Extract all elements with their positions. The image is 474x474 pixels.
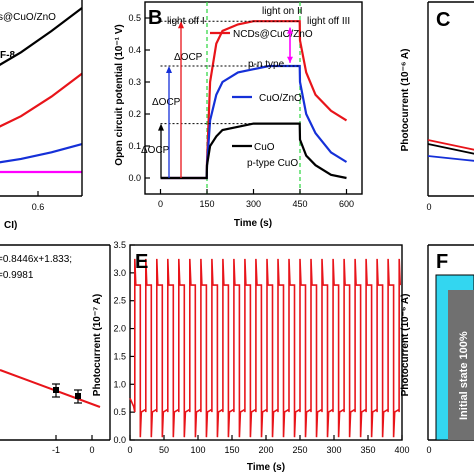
panel-b-region-3-label: light off III — [307, 16, 350, 27]
panel-f-letter: F — [436, 251, 448, 273]
panel-b-y-axis-title: Open circuit potential (10⁻¹ V) — [114, 24, 125, 165]
panel-e-y-tick-label: 3.5 — [113, 240, 126, 250]
panel-b-annotations: B light off I light on II light off III … — [141, 6, 350, 178]
panel-b-y-tick-label: 0.4 — [128, 45, 141, 55]
panel-f: Initial state 100% F 0 Photocurrent (10⁻… — [400, 244, 474, 455]
panel-e-series — [129, 258, 401, 438]
panel-e-y-axis-title: Photocurrent (10⁻⁷ A) — [92, 294, 103, 396]
panel-b-ticks: 0 150 300 450 600 0.0 0.1 0.2 0.3 0.4 0.5 — [128, 13, 354, 209]
panel-c-series-line-1 — [427, 139, 474, 151]
panel-b-series — [160, 20, 348, 180]
panel-d-marker — [75, 393, 81, 399]
panel-d-point-1 — [52, 383, 60, 398]
panel-d-point-2 — [74, 389, 82, 404]
panel-c-letter: C — [436, 9, 450, 31]
panel-a-legend-label: s@CuO/ZnO — [0, 12, 56, 23]
panel-a-x-tick-label: 0.6 — [32, 202, 45, 212]
panel-e-ticks: 0 50 100 150 200 250 300 350 400 0.0 0.5 1.0 1.5 2.0 2… — [113, 240, 409, 455]
panel-e-x-tick-label: 0 — [127, 445, 132, 455]
panel-b-docp-black-label: ΔOCP — [141, 145, 170, 156]
panel-f-y-axis-title: Photocurrent (10⁻⁶ A) — [400, 294, 411, 397]
panel-e-x-tick-label: 250 — [292, 445, 307, 455]
panel-b-docp-arrowhead — [158, 123, 164, 131]
panel-f-x-tick-label: 0 — [426, 445, 431, 455]
panel-d-marker — [53, 387, 59, 393]
panel-b-pn-arrowhead — [287, 27, 293, 34]
panel-e-y-tick-label: 2.5 — [113, 296, 126, 306]
panel-e-x-axis-title: Time (s) — [247, 462, 285, 473]
panel-b-legend-blue-label: CuO/ZnO — [259, 93, 302, 104]
panel-b-y-tick-label: 0.2 — [128, 109, 141, 119]
panel-d-fit-line — [0, 369, 101, 408]
panel-c: C 0 Photocurrent (10⁻⁶ A) — [400, 1, 474, 212]
panel-b-region-2-label: light on II — [262, 6, 303, 17]
panel-a: 0.6 CI) s@CuO/ZnO F-8 — [0, 0, 83, 231]
panel-d-equation-line-1: =0.8446x+1.833; — [0, 254, 72, 265]
panel-b-docp-red-label: ΔOCP — [174, 52, 203, 63]
panel-f-bar-label: Initial state 100% — [458, 331, 470, 420]
panel-b-legend-black-label: CuO — [254, 142, 275, 153]
panel-b-pn-arrowhead — [287, 56, 293, 63]
panel-e-x-tick-label: 200 — [258, 445, 273, 455]
panel-e-y-tick-label: 1.5 — [113, 351, 126, 361]
panel-e-y-tick-label: 2.0 — [113, 324, 126, 334]
panel-c-series — [427, 139, 474, 162]
panel-e-y-tick-label: 3.0 — [113, 268, 126, 278]
panel-b-x-tick-label: 300 — [246, 199, 261, 209]
panel-e-x-tick-label: 300 — [326, 445, 341, 455]
panel-d-x-tick-label: 0 — [89, 445, 94, 455]
panel-e-letter: E — [135, 251, 148, 273]
panel-e: 0 50 100 150 200 250 300 350 400 0.0 0.5 1.0 1.5 2.0 2… — [92, 240, 410, 473]
panel-b-x-tick-label: 150 — [199, 199, 214, 209]
panel-a-series-line-3 — [0, 143, 83, 164]
panel-e-photocurrent-line — [129, 258, 401, 438]
panel-a-x-axis-title: CI) — [4, 220, 17, 231]
panel-b-docp-arrowhead — [166, 66, 172, 73]
panel-b-x-tick-label: 0 — [158, 199, 163, 209]
panel-d-equation-line-2: =0.9981 — [0, 270, 34, 281]
panel-b-x-tick-label: 600 — [339, 199, 354, 209]
panel-b-pn-type-label: p-n type — [248, 59, 285, 70]
panel-b-docp-blue-label: ΔOCP — [152, 97, 181, 108]
panel-c-series-line-2 — [427, 143, 474, 155]
panel-b-series-cuo — [160, 122, 347, 180]
panel-a-series-line-1 — [0, 7, 83, 66]
panel-a-series-line-2 — [0, 72, 83, 128]
panel-e-x-tick-label: 100 — [190, 445, 205, 455]
panel-d: -1 0 =0.8446x+1.833; =0.9981 — [0, 244, 111, 455]
panel-e-y-tick-label: 0.5 — [113, 407, 126, 417]
panel-c-x-tick-label: 0 — [426, 202, 431, 212]
panel-b-series-ncds-cuo-zno — [160, 20, 348, 180]
panel-c-series-line-3 — [427, 155, 474, 162]
panel-b-docp-arrowhead — [178, 21, 184, 29]
panel-a-series — [0, 7, 83, 174]
panel-b-legend-red-label: NCDs@CuO/ZnO — [233, 29, 313, 40]
panel-d-x-tick-label: -1 — [52, 445, 60, 455]
panel-e-x-tick-label: 400 — [394, 445, 409, 455]
panel-e-y-tick-label: 1.0 — [113, 379, 126, 389]
panel-b-y-tick-label: 0.3 — [128, 77, 141, 87]
panel-e-x-tick-label: 350 — [360, 445, 375, 455]
panel-b-ptype-cuo-label: p-type CuO — [247, 158, 298, 169]
panel-b-y-tick-label: 0.0 — [128, 173, 141, 183]
panel-c-y-axis-title: Photocurrent (10⁻⁶ A) — [400, 49, 411, 152]
panel-b: 0 150 300 450 600 0.0 0.1 0.2 0.3 0.4 0.5 B light … — [114, 1, 363, 229]
panel-b-x-axis-title: Time (s) — [234, 218, 272, 229]
panel-b-letter: B — [148, 7, 162, 29]
panel-e-x-tick-label: 50 — [159, 445, 169, 455]
panel-e-y-tick-label: 0.0 — [113, 435, 126, 445]
panel-e-x-tick-label: 150 — [224, 445, 239, 455]
panel-f-bar-inner — [448, 290, 474, 440]
panel-b-y-tick-label: 0.1 — [128, 141, 141, 151]
panel-b-x-tick-label: 450 — [292, 199, 307, 209]
panel-a-curve-label: F-8 — [0, 50, 15, 61]
panel-b-y-tick-label: 0.5 — [128, 13, 141, 23]
